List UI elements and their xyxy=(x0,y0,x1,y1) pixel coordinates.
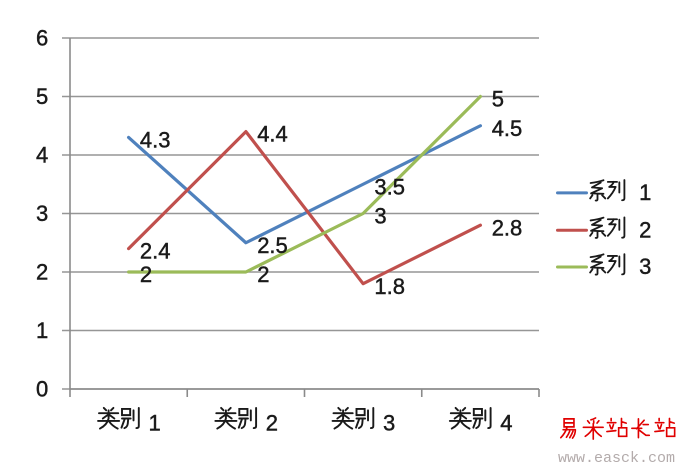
svg-text:4: 4 xyxy=(36,143,48,168)
svg-text:1.8: 1.8 xyxy=(374,274,405,299)
svg-text:2: 2 xyxy=(36,260,48,285)
svg-text:2.4: 2.4 xyxy=(140,239,171,264)
svg-text:1: 1 xyxy=(639,180,651,205)
svg-text:1: 1 xyxy=(148,411,160,436)
svg-text:4: 4 xyxy=(500,411,512,436)
svg-text:5: 5 xyxy=(492,87,504,112)
svg-text:4.5: 4.5 xyxy=(492,116,523,141)
svg-text:www.easck.com: www.easck.com xyxy=(558,450,675,467)
svg-text:3.5: 3.5 xyxy=(374,174,405,199)
svg-text:4.3: 4.3 xyxy=(140,128,171,153)
svg-text:2: 2 xyxy=(639,217,651,242)
svg-text:6: 6 xyxy=(36,26,48,51)
svg-text:1: 1 xyxy=(36,318,48,343)
svg-text:2: 2 xyxy=(266,411,278,436)
svg-text:3: 3 xyxy=(383,411,395,436)
svg-text:3: 3 xyxy=(374,204,386,229)
svg-text:0: 0 xyxy=(36,377,48,402)
svg-text:2.8: 2.8 xyxy=(492,215,523,240)
svg-text:3: 3 xyxy=(639,254,651,279)
svg-text:2.5: 2.5 xyxy=(257,233,288,258)
svg-text:2: 2 xyxy=(257,262,269,287)
svg-text:2: 2 xyxy=(140,262,152,287)
svg-text:5: 5 xyxy=(36,84,48,109)
svg-text:3: 3 xyxy=(36,201,48,226)
svg-text:4.4: 4.4 xyxy=(257,122,288,147)
